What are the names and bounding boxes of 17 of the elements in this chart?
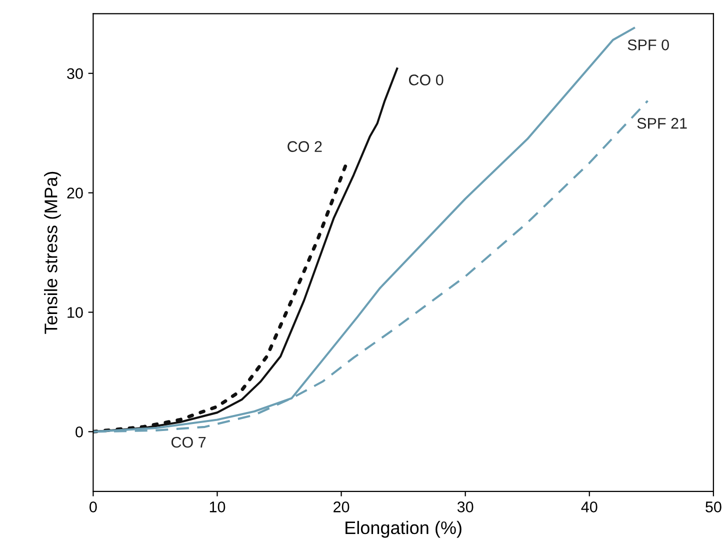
x-axis-title: Elongation (%) (346, 520, 462, 538)
x-tick-label: 10 (210, 502, 226, 512)
y-tick-label: 0 (76, 426, 83, 438)
x-tick-label: 0 (90, 502, 97, 512)
x-tick-label: 50 (706, 502, 722, 512)
x-tick-label: 30 (457, 502, 474, 512)
series-label: SPF 21 (637, 118, 687, 129)
x-tick-label: 40 (581, 502, 598, 512)
y-tick-label: 20 (67, 188, 83, 198)
x-tick-label: 20 (334, 502, 350, 512)
series-label: CO 2 (288, 141, 322, 152)
y-tick-label: 10 (68, 307, 83, 318)
y-tick-label: 30 (67, 68, 83, 80)
y-axis-title: Tensile stress (MPa) (44, 172, 61, 334)
series-label: CO 0 (408, 74, 444, 86)
annotation: CO 7 (171, 436, 206, 448)
series-label: SPF 0 (628, 39, 669, 50)
